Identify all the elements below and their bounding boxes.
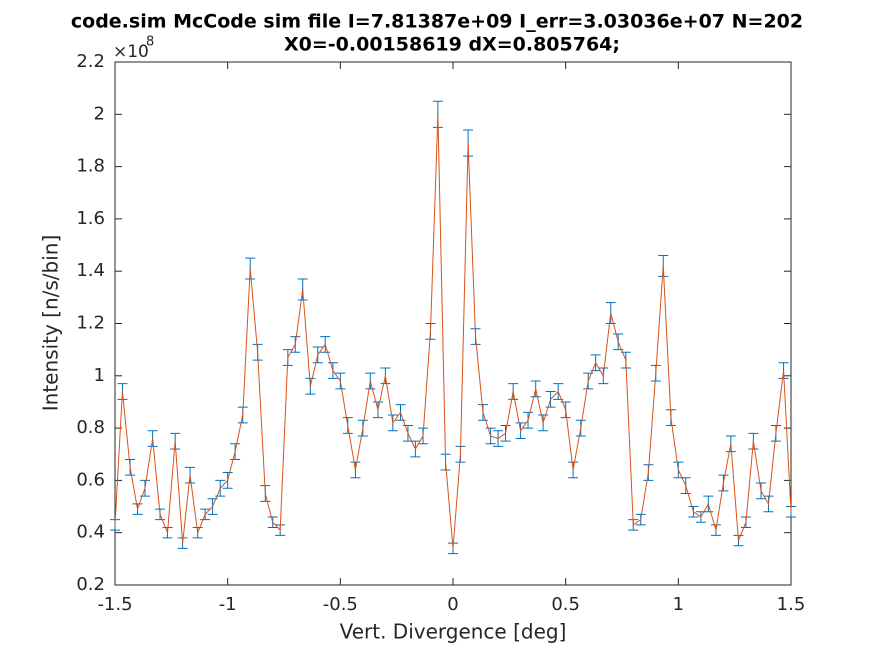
y-tick-label: 1.4 bbox=[76, 260, 105, 281]
x-tick-label: 0.5 bbox=[551, 594, 580, 615]
y-multiplier: ×10 bbox=[113, 42, 149, 62]
y-tick-label: 1.2 bbox=[76, 313, 105, 334]
y-tick-label: 0.6 bbox=[76, 469, 105, 490]
y-tick-label: 2 bbox=[94, 103, 105, 124]
y-tick-label: 2.2 bbox=[76, 51, 105, 72]
x-tick-label: 1.5 bbox=[777, 594, 806, 615]
y-tick-label: 0.8 bbox=[76, 417, 105, 438]
y-tick-label: 1.8 bbox=[76, 156, 105, 177]
y-tick-label: 0.4 bbox=[76, 522, 105, 543]
y-tick-label: 0.2 bbox=[76, 574, 105, 595]
x-tick-label: -1.5 bbox=[97, 594, 132, 615]
y-axis-label: Intensity [n/s/bin] bbox=[39, 235, 63, 412]
y-tick-label: 1.6 bbox=[76, 208, 105, 229]
x-axis-label: Vert. Divergence [deg] bbox=[340, 620, 567, 644]
y-exponent: 8 bbox=[146, 35, 154, 50]
chart-title: code.sim McCode sim file I=7.81387e+09 I… bbox=[71, 11, 803, 33]
data-line bbox=[114, 114, 792, 549]
x-tick-label: 0 bbox=[447, 594, 458, 615]
x-tick-label: -1 bbox=[219, 594, 237, 615]
chart-title: X0=-0.00158619 dX=0.805764; bbox=[284, 34, 620, 56]
x-tick-label: 1 bbox=[673, 594, 684, 615]
y-tick-label: 1 bbox=[94, 365, 105, 386]
x-tick-label: -0.5 bbox=[323, 594, 358, 615]
